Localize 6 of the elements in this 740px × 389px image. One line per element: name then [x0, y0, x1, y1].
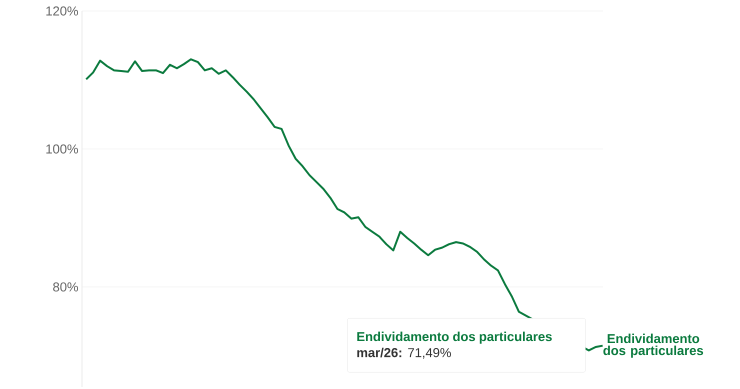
series-label: Endividamento dos particulares — [603, 334, 704, 358]
y-tick-label: 120% — [46, 6, 78, 16]
y-tick-label: 100% — [46, 144, 78, 154]
annotation: Endividamento dos particulares — [357, 332, 552, 344]
annotation: mar/26: 71,49% — [357, 348, 451, 359]
y-tick-label: 80% — [53, 282, 78, 292]
